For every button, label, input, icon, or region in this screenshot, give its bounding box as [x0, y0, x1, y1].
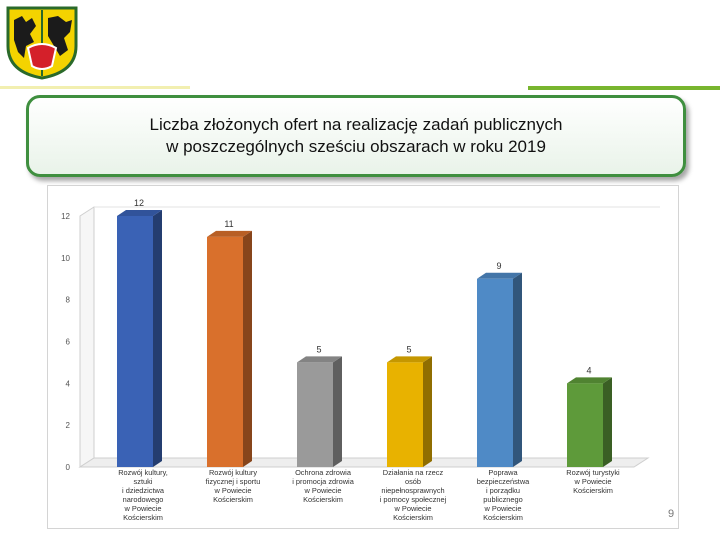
chart-frame: 0 2 4 6 8 10 12 12 Rozwój kultury, sztuki i dziedz…: [47, 185, 679, 529]
slide-title-line-2: w poszczególnych sześciu obszarach w rok…: [166, 137, 546, 156]
data-label: 12: [134, 198, 144, 208]
data-label: 11: [224, 219, 233, 229]
category-label: Poprawa bezpieczeństwa i porządku publiczne…: [477, 468, 530, 522]
bar-top: [477, 272, 522, 279]
category-label: Rozwój turystyki w Powiecie Kościerskim: [566, 468, 620, 495]
category-label: Ochrona zdrowia i promocja zdrowia w Powie…: [292, 468, 355, 504]
bar: [117, 216, 153, 467]
bar-top: [207, 230, 252, 237]
y-tick-label: 0: [66, 463, 71, 472]
bar-side: [333, 356, 342, 467]
bar: [477, 278, 513, 467]
bar-top: [297, 356, 342, 363]
bar-side: [603, 377, 612, 467]
chart-back-wall: [79, 206, 95, 468]
category-label: Rozwój kultury fizycznej i sportu w Powiec…: [206, 468, 261, 504]
slide-title-line-1: Liczba złożonych ofert na realizację zad…: [149, 115, 563, 134]
bar-side: [423, 356, 432, 467]
bar: [567, 383, 603, 467]
data-label: 5: [406, 344, 411, 354]
bar-top: [567, 377, 612, 384]
y-tick-label: 12: [61, 212, 70, 221]
chart-floor: [78, 457, 650, 468]
header-rule-right: [528, 86, 720, 90]
bar-top: [387, 356, 432, 363]
bar-side: [153, 210, 162, 467]
category-label: Działania na rzecz osób niepełnosprawnych i…: [380, 468, 447, 522]
bar: [297, 362, 333, 467]
y-tick-label: 2: [66, 421, 71, 430]
page-number: 9: [668, 508, 675, 520]
y-tick-label: 6: [66, 338, 71, 347]
coat-of-arms-icon: [6, 6, 78, 80]
data-label: 9: [496, 261, 501, 271]
bar: [387, 362, 423, 467]
data-label: 5: [316, 344, 321, 354]
bar-side: [243, 230, 252, 467]
y-tick-label: 4: [66, 379, 71, 388]
y-tick-label: 8: [66, 296, 71, 305]
bar-top: [117, 210, 162, 216]
slide-title-box: Liczba złożonych ofert na realizację zad…: [26, 95, 686, 177]
y-tick-label: 10: [61, 254, 70, 263]
header-rule-left: [0, 86, 190, 89]
bar-chart: 0 2 4 6 8 10 12 12 Rozwój kultury, sztuki i dziedz…: [61, 198, 660, 522]
category-label: Rozwój kultury, sztuki i dziedzictwa narodo…: [118, 468, 168, 522]
data-label: 4: [586, 365, 591, 375]
bar: [207, 236, 243, 467]
bar-side: [513, 272, 522, 467]
